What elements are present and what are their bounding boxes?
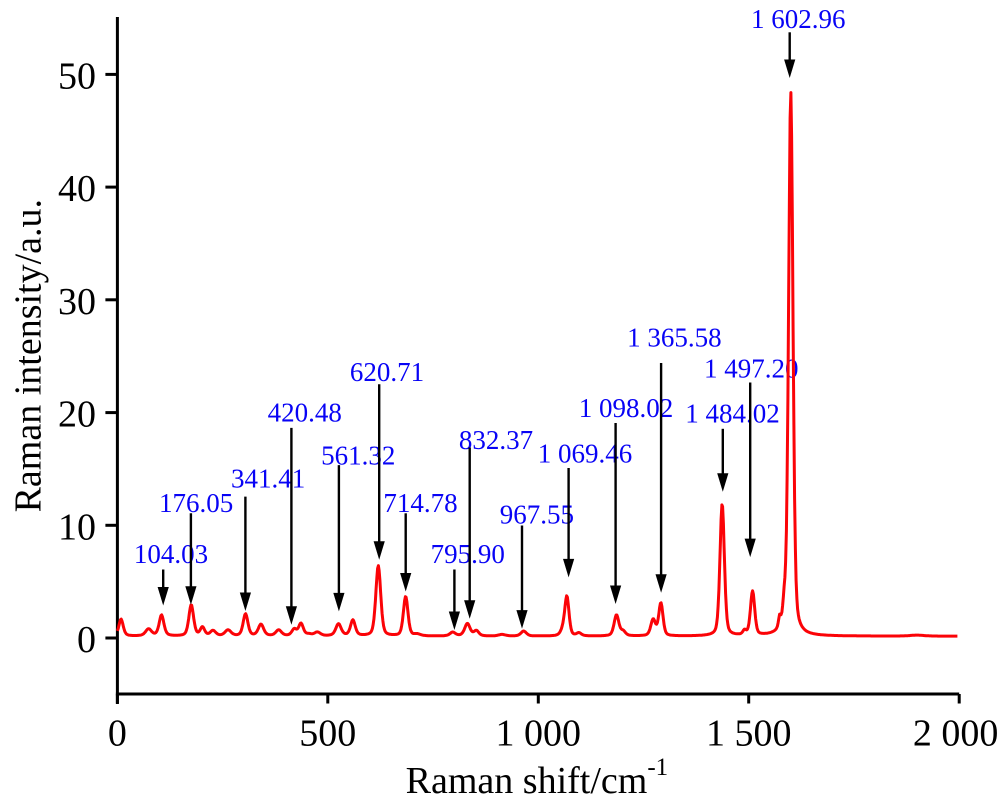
svg-text:2 000: 2 000 <box>913 713 999 755</box>
svg-text:1 069.46: 1 069.46 <box>538 439 633 469</box>
svg-text:620.71: 620.71 <box>350 357 424 387</box>
svg-text:1 000: 1 000 <box>496 713 582 755</box>
svg-text:20: 20 <box>58 394 96 436</box>
svg-text:1 500: 1 500 <box>706 713 792 755</box>
svg-text:1 365.58: 1 365.58 <box>627 322 722 352</box>
svg-text:1 602.96: 1 602.96 <box>751 4 846 34</box>
svg-text:30: 30 <box>58 281 96 323</box>
svg-text:10: 10 <box>58 506 96 548</box>
svg-text:832.37: 832.37 <box>459 425 533 455</box>
svg-text:967.55: 967.55 <box>500 500 574 530</box>
svg-text:0: 0 <box>77 619 96 661</box>
svg-text:420.48: 420.48 <box>268 398 342 428</box>
svg-text:561.32: 561.32 <box>321 440 395 470</box>
svg-text:Raman intensity/a.u.: Raman intensity/a.u. <box>8 199 50 512</box>
svg-text:0: 0 <box>108 713 127 755</box>
svg-text:176.05: 176.05 <box>159 488 233 518</box>
svg-text:50: 50 <box>58 55 96 97</box>
svg-text:1 497.20: 1 497.20 <box>704 354 799 384</box>
svg-text:104.03: 104.03 <box>134 539 208 569</box>
svg-text:341.41: 341.41 <box>231 463 305 493</box>
svg-text:40: 40 <box>58 168 96 210</box>
svg-text:795.90: 795.90 <box>431 539 505 569</box>
svg-text:1 484.02: 1 484.02 <box>685 399 780 429</box>
svg-text:1 098.02: 1 098.02 <box>579 393 674 423</box>
svg-text:Raman shift/cm-1: Raman shift/cm-1 <box>406 754 669 802</box>
svg-text:714.78: 714.78 <box>383 488 457 518</box>
svg-text:500: 500 <box>299 713 356 755</box>
